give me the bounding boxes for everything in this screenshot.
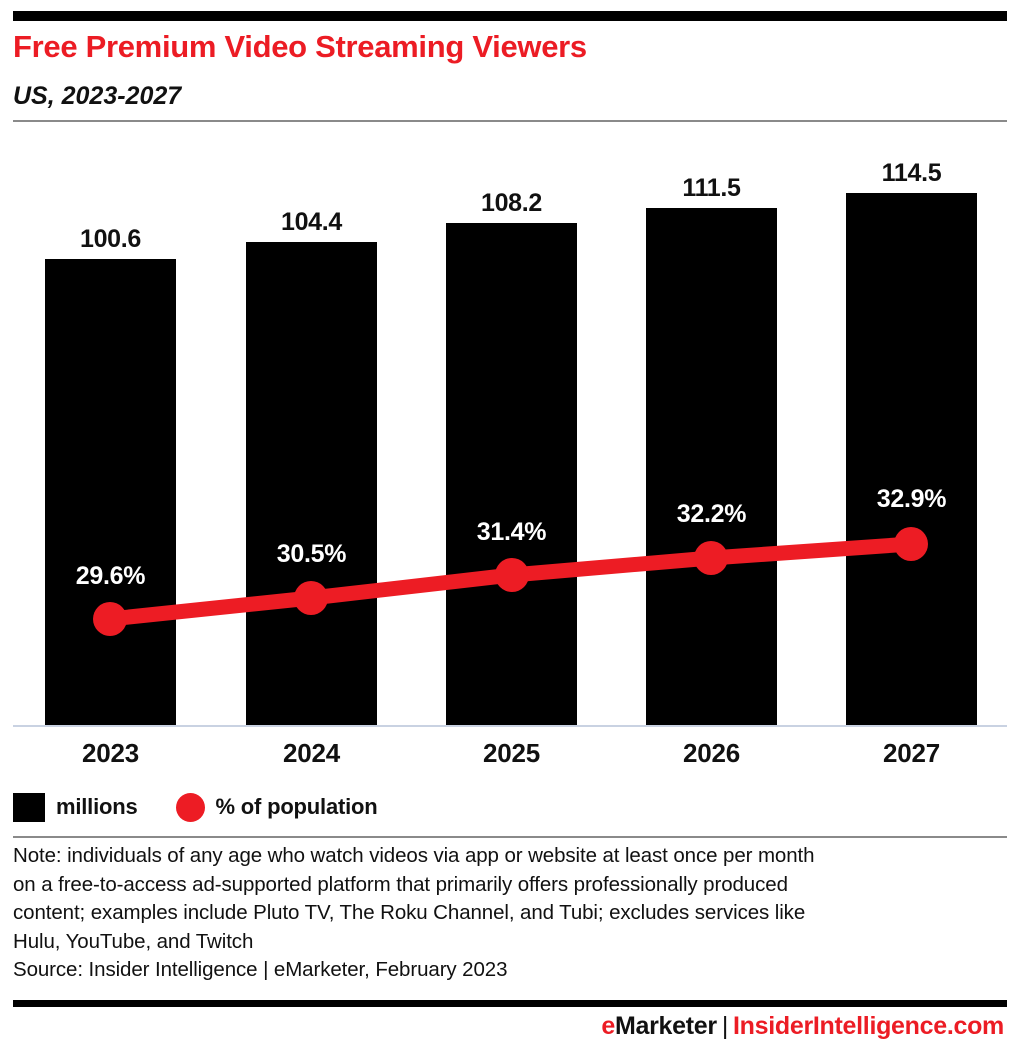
square-swatch-icon	[13, 792, 45, 822]
percent-value-label-2027: 32.9%	[876, 485, 947, 513]
bar-value-label-2025: 108.2	[480, 189, 543, 217]
brand-marketer-text: Marketer	[615, 1012, 717, 1040]
percent-point-2024	[294, 581, 328, 615]
legend-label-millions: millions	[56, 794, 138, 819]
percent-value-label-2026: 32.2%	[676, 500, 747, 528]
brand-site-url: InsiderIntelligence.com	[733, 1012, 1004, 1040]
percent-line-series	[93, 527, 928, 636]
legend-item-percent-of-population: % of population	[175, 792, 378, 822]
source-line: Source: Insider Intelligence | eMarketer…	[13, 958, 508, 981]
percent-value-label-2023: 29.6%	[75, 562, 146, 590]
notes-divider	[13, 836, 1007, 838]
footer-branding: eMarketer | InsiderIntelligence.com	[601, 1012, 1004, 1041]
header-divider	[13, 120, 1007, 122]
percent-point-2026	[694, 541, 728, 575]
footer-divider	[13, 1000, 1007, 1007]
x-axis-label-2026: 2026	[682, 738, 741, 768]
circle-swatch-icon	[175, 792, 205, 822]
x-axis-label-2024: 2024	[282, 738, 341, 768]
percent-value-label-2024: 30.5%	[276, 540, 347, 568]
bar-value-label-2026: 111.5	[682, 174, 741, 202]
chart-plot-area: 100.6 104.4 108.2 111.5 114.5 29.6% 30.5…	[0, 130, 1020, 730]
percent-point-2027	[894, 527, 928, 561]
legend-item-millions: millions	[13, 792, 138, 822]
note-line: Note: individuals of any age who watch v…	[13, 844, 815, 867]
chart-legend: millions % of population	[13, 789, 378, 825]
bar-2027	[846, 193, 977, 725]
percent-value-label-2025: 31.4%	[476, 518, 547, 546]
top-rule-divider	[13, 11, 1007, 21]
bar-value-label-2024: 104.4	[280, 208, 343, 236]
bar-2026	[646, 208, 777, 725]
brand-separator: |	[721, 1012, 729, 1040]
note-line: Hulu, YouTube, and Twitch	[13, 929, 254, 953]
page-title: Free Premium Video Streaming Viewers	[13, 29, 587, 64]
percent-point-2023	[93, 602, 127, 636]
note-line: content; examples include Pluto TV, The …	[13, 901, 806, 924]
bar-2023	[45, 259, 176, 725]
note-line: on a free-to-access ad-supported platfor…	[13, 872, 788, 896]
notes-block: Note: individuals of any age who watch v…	[13, 842, 997, 985]
bar-2024	[246, 242, 377, 725]
percent-point-2025	[495, 558, 529, 592]
x-axis-label-2023: 2023	[81, 738, 140, 768]
x-axis-label-2027: 2027	[882, 738, 941, 768]
bar-2025	[446, 223, 577, 725]
x-axis-label-2025: 2025	[482, 738, 541, 768]
brand-e-mark: e	[601, 1012, 615, 1040]
legend-label-percent-of-population: % of population	[215, 794, 378, 819]
x-axis-line	[13, 725, 1007, 727]
bar-value-label-2023: 100.6	[79, 225, 142, 253]
bar-value-label-2027: 114.5	[881, 159, 942, 187]
page-subtitle: US, 2023-2027	[13, 82, 182, 110]
